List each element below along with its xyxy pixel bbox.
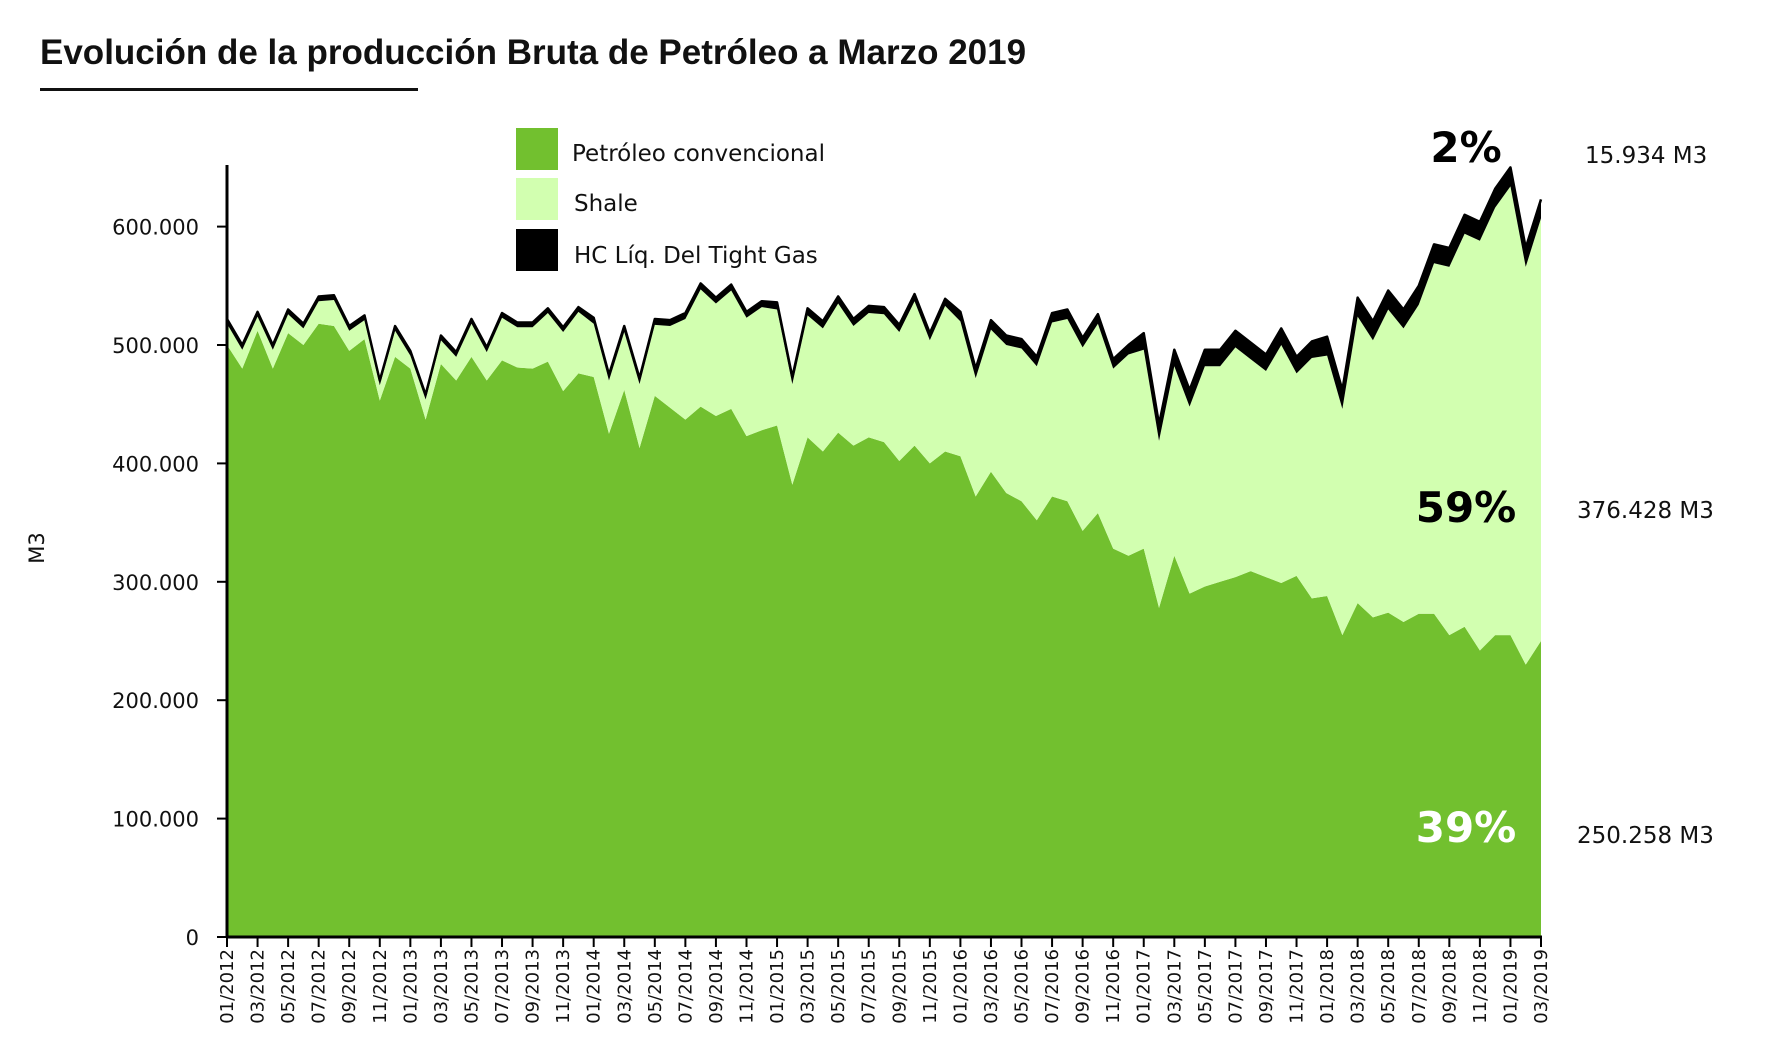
conventional-value: 250.258 M3 xyxy=(1577,823,1714,849)
conventional-percent: 39% xyxy=(1416,803,1517,852)
x-tick-label: 05/2014 xyxy=(645,949,666,1024)
x-tick-label: 11/2012 xyxy=(370,949,391,1024)
x-tick-label: 07/2016 xyxy=(1042,949,1063,1024)
x-tick-label: 09/2018 xyxy=(1439,949,1460,1024)
x-tick-label: 03/2017 xyxy=(1164,949,1185,1024)
area-shale xyxy=(227,186,1541,665)
total-outline xyxy=(225,166,1543,426)
x-tick-label: 03/2013 xyxy=(431,949,452,1024)
x-tick-label: 05/2012 xyxy=(278,949,299,1024)
x-tick-label: 07/2018 xyxy=(1409,949,1430,1024)
annotations: 2% 15.934 M3 59% 376.428 M3 39% 250.258 … xyxy=(1416,123,1714,852)
legend-swatch-tight-gas xyxy=(516,229,558,271)
x-tick-label: 03/2016 xyxy=(981,949,1002,1024)
x-tick-label: 11/2017 xyxy=(1287,949,1308,1024)
x-tick-label: 09/2017 xyxy=(1256,949,1277,1024)
tight-gas-value: 15.934 M3 xyxy=(1585,143,1707,169)
legend-swatch-conventional xyxy=(516,128,558,170)
x-tick-label: 01/2012 xyxy=(217,949,238,1024)
legend-label-shale: Shale xyxy=(574,191,638,217)
x-tick-label: 11/2013 xyxy=(553,949,574,1024)
x-tick-label: 01/2015 xyxy=(767,949,788,1024)
x-tick-label: 01/2013 xyxy=(400,949,421,1024)
y-tick-label: 0 xyxy=(186,926,199,950)
x-tick-label: 05/2017 xyxy=(1195,949,1216,1024)
x-tick-label: 11/2015 xyxy=(920,949,941,1024)
x-tick-label: 05/2015 xyxy=(828,949,849,1024)
y-tick-label: 100.000 xyxy=(112,808,199,832)
y-tick-label: 300.000 xyxy=(112,571,199,595)
x-tick-label: 05/2018 xyxy=(1378,949,1399,1024)
x-tick-label: 11/2018 xyxy=(1470,949,1491,1024)
shale-value: 376.428 M3 xyxy=(1577,498,1714,524)
x-tick-label: 07/2015 xyxy=(859,949,880,1024)
x-tick-label: 07/2013 xyxy=(492,949,513,1024)
x-tick-label: 05/2013 xyxy=(461,949,482,1024)
x-tick-label: 09/2015 xyxy=(889,949,910,1024)
legend-label-conventional: Petróleo convencional xyxy=(572,141,825,167)
legend: Petróleo convencional Shale HC Líq. Del … xyxy=(516,128,825,271)
x-tick-label: 03/2012 xyxy=(248,949,269,1024)
y-tick-label: 600.000 xyxy=(112,216,199,240)
x-tick-label: 11/2016 xyxy=(1103,949,1124,1024)
title-underline xyxy=(40,88,418,91)
x-tick-label: 07/2012 xyxy=(309,949,330,1024)
x-tick-label: 11/2014 xyxy=(736,949,757,1024)
y-tick-label: 200.000 xyxy=(112,689,199,713)
x-tick-label: 05/2016 xyxy=(1012,949,1033,1024)
shale-percent: 59% xyxy=(1416,483,1517,532)
tight-gas-percent: 2% xyxy=(1430,123,1501,172)
x-tick-label: 01/2017 xyxy=(1134,949,1155,1024)
y-axis-label: M3 xyxy=(25,532,49,563)
area-conventional xyxy=(227,323,1541,937)
x-tick-label: 03/2015 xyxy=(798,949,819,1024)
x-tick-label: 07/2017 xyxy=(1225,949,1246,1024)
x-tick-label: 09/2016 xyxy=(1073,949,1094,1024)
x-tick-label: 09/2013 xyxy=(523,949,544,1024)
y-tick-label: 500.000 xyxy=(112,334,199,358)
legend-label-tight-gas: HC Líq. Del Tight Gas xyxy=(574,243,818,269)
x-tick-label: 07/2014 xyxy=(675,949,696,1024)
plot-area xyxy=(225,166,1543,937)
x-tick-label: 03/2019 xyxy=(1531,949,1552,1024)
chart-title: Evolución de la producción Bruta de Petr… xyxy=(40,33,1026,72)
x-tick-label: 09/2012 xyxy=(339,949,360,1024)
axes: 0 100.000 200.000 300.000 400.000 500.000 600.… xyxy=(112,165,1552,1024)
x-tick-label: 01/2016 xyxy=(950,949,971,1024)
x-tick-label: 09/2014 xyxy=(706,949,727,1024)
y-tick-label: 400.000 xyxy=(112,452,199,476)
x-tick-label: 03/2018 xyxy=(1348,949,1369,1024)
legend-swatch-shale xyxy=(516,178,558,220)
x-tick-label: 01/2019 xyxy=(1500,949,1521,1024)
x-tick-label: 01/2014 xyxy=(584,949,605,1024)
x-tick-label: 01/2018 xyxy=(1317,949,1338,1024)
x-tick-label: 03/2014 xyxy=(614,949,635,1024)
